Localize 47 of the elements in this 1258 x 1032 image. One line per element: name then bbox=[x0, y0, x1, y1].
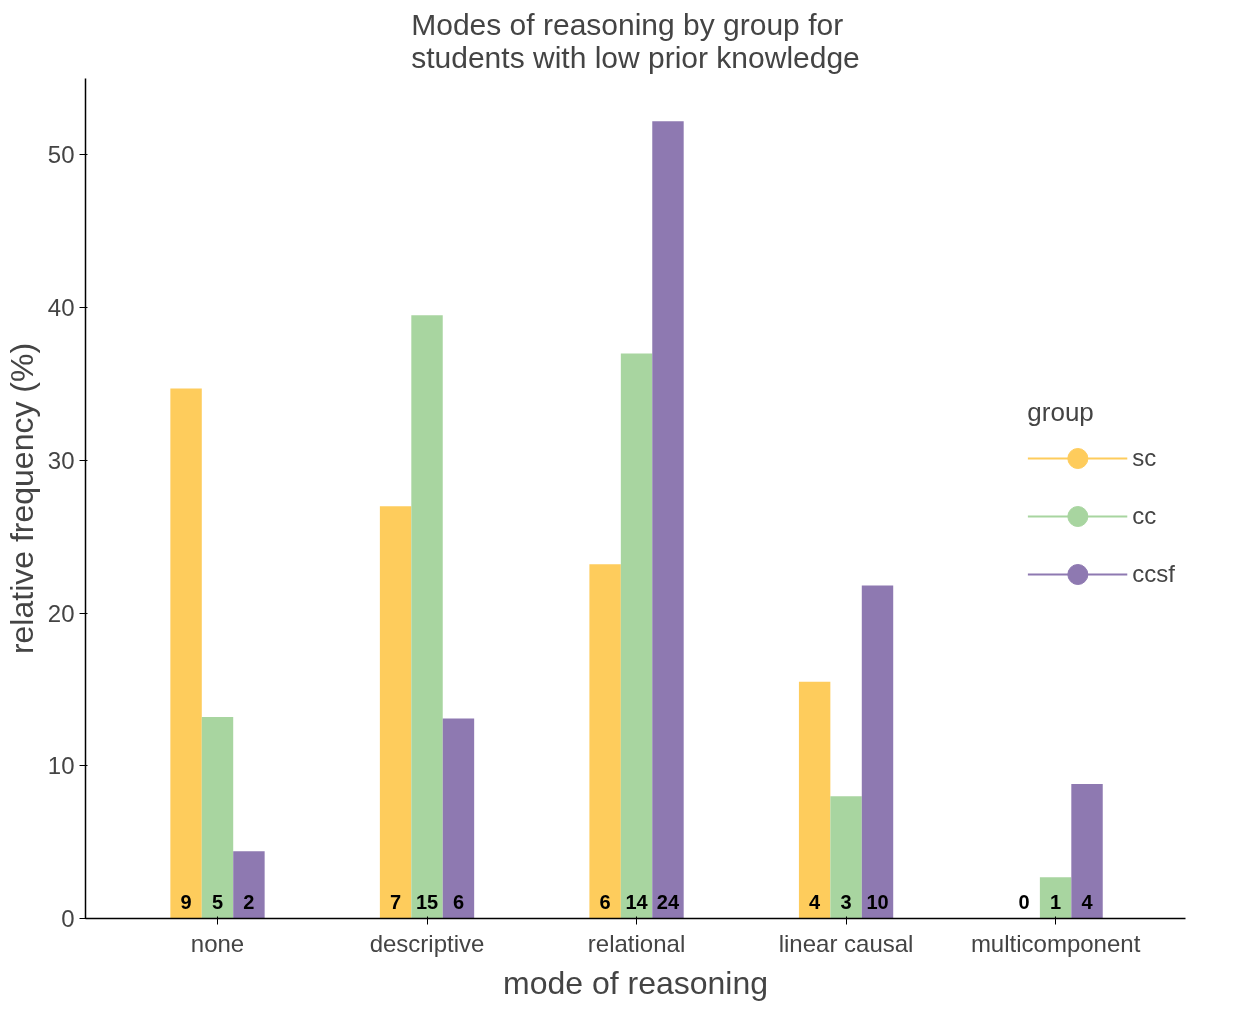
annotation: 6 bbox=[452, 890, 465, 913]
annotation: 6 bbox=[599, 890, 611, 913]
annotation: 2 bbox=[243, 890, 255, 913]
bar bbox=[442, 718, 475, 919]
x-tick-label: descriptive bbox=[369, 929, 485, 957]
y-tick-label: 50 bbox=[47, 141, 75, 169]
bar bbox=[1071, 784, 1103, 919]
annotation: 9 bbox=[180, 890, 192, 913]
legend-label: sc bbox=[1132, 444, 1157, 472]
annotation: 24 bbox=[656, 890, 680, 913]
bar bbox=[861, 585, 894, 919]
y-tick-label: 30 bbox=[47, 446, 75, 474]
x-tick-label: multicomponent bbox=[970, 929, 1141, 957]
bar bbox=[798, 681, 831, 919]
x-tick-label: relational bbox=[587, 929, 686, 957]
legend-label: cc bbox=[1132, 502, 1157, 530]
annotation: 10 bbox=[866, 890, 889, 913]
bar bbox=[830, 796, 862, 919]
bar bbox=[411, 315, 443, 919]
y-tick-label: 40 bbox=[47, 294, 75, 322]
annotation: 7 bbox=[390, 890, 402, 913]
bar bbox=[233, 851, 265, 919]
bar bbox=[589, 564, 621, 919]
bar bbox=[1039, 877, 1072, 919]
annotation: 5 bbox=[211, 890, 224, 913]
annotation: 4 bbox=[1081, 890, 1094, 913]
y-tick-label: 20 bbox=[47, 599, 75, 627]
x-tick-label: linear causal bbox=[778, 929, 914, 957]
annotation: 1 bbox=[1050, 890, 1062, 913]
annotation: 4 bbox=[809, 890, 822, 913]
legend-title: group bbox=[1027, 397, 1095, 428]
annotation: 15 bbox=[415, 890, 439, 913]
annotation: 3 bbox=[840, 890, 852, 913]
annotation: 14 bbox=[625, 890, 649, 913]
x-axis-title: mode of reasoning bbox=[502, 964, 769, 1001]
bar bbox=[170, 388, 202, 919]
bar bbox=[201, 716, 234, 919]
chart-title: Modes of reasoning by group for students with low prior knowledge bbox=[411, 7, 860, 74]
legend-label: ccsf bbox=[1132, 560, 1175, 588]
bar bbox=[620, 353, 653, 919]
bar bbox=[379, 506, 412, 919]
bar bbox=[652, 121, 684, 919]
y-tick-label: 10 bbox=[47, 752, 75, 780]
y-axis-title: relative frequency (%) bbox=[3, 342, 40, 655]
annotation: 0 bbox=[1018, 890, 1030, 913]
y-tick-label: 0 bbox=[61, 905, 75, 932]
x-tick-label: none bbox=[190, 929, 245, 957]
